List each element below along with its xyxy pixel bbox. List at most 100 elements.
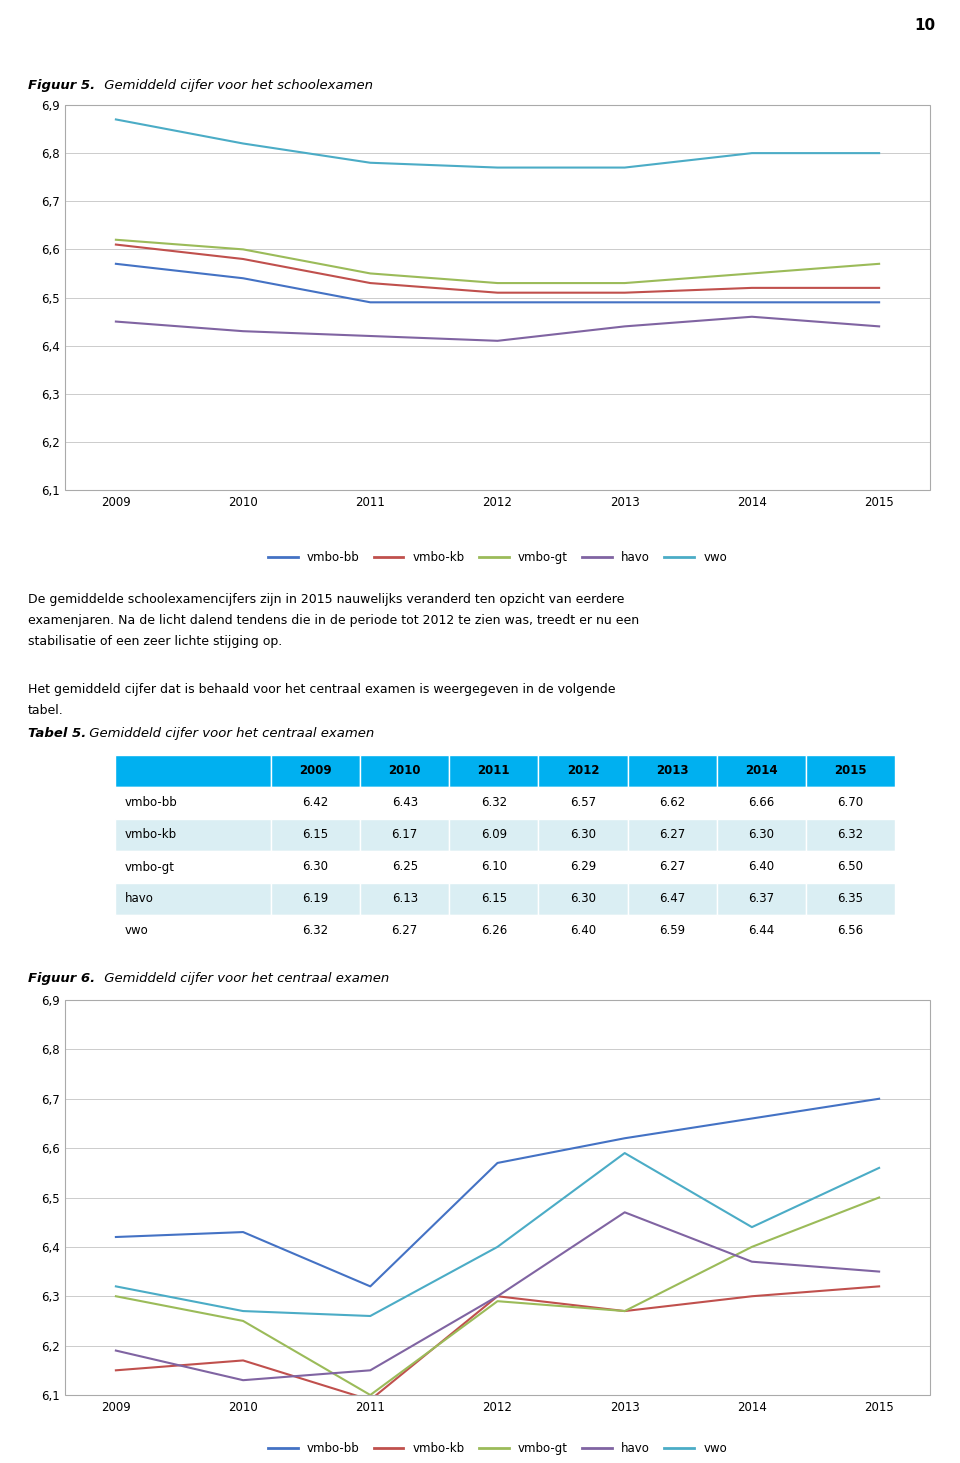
Bar — [628, 914, 717, 947]
Legend: vmbo-bb, vmbo-kb, vmbo-gt, havo, vwo: vmbo-bb, vmbo-kb, vmbo-gt, havo, vwo — [263, 1438, 732, 1460]
Bar — [717, 819, 805, 851]
Bar — [805, 884, 895, 914]
Text: 10: 10 — [914, 18, 935, 34]
Text: 6.57: 6.57 — [570, 796, 596, 809]
Text: havo: havo — [125, 892, 154, 906]
Bar — [539, 755, 628, 787]
Text: 6.32: 6.32 — [837, 828, 863, 841]
Text: Het gemiddeld cijfer dat is behaald voor het centraal examen is weergegeven in d: Het gemiddeld cijfer dat is behaald voor… — [28, 683, 615, 696]
Text: 6.25: 6.25 — [392, 860, 418, 873]
Text: 6.70: 6.70 — [837, 796, 863, 809]
Bar — [271, 787, 360, 819]
Bar — [449, 787, 539, 819]
Text: 6.26: 6.26 — [481, 925, 507, 938]
Bar — [360, 851, 449, 884]
Bar — [539, 819, 628, 851]
Bar — [628, 755, 717, 787]
Bar — [449, 819, 539, 851]
Text: Tabel 5.: Tabel 5. — [28, 727, 86, 740]
Bar — [717, 914, 805, 947]
Text: 6.13: 6.13 — [392, 892, 418, 906]
Bar — [628, 851, 717, 884]
Text: 6.44: 6.44 — [748, 925, 775, 938]
Bar — [115, 755, 271, 787]
Text: 6.32: 6.32 — [481, 796, 507, 809]
Text: 6.40: 6.40 — [570, 925, 596, 938]
Text: 6.32: 6.32 — [302, 925, 328, 938]
Bar — [360, 755, 449, 787]
Text: 6.47: 6.47 — [659, 892, 685, 906]
Bar — [115, 851, 271, 884]
Text: vmbo-bb: vmbo-bb — [125, 796, 178, 809]
Text: 6.30: 6.30 — [570, 828, 596, 841]
Bar — [717, 884, 805, 914]
Bar — [805, 851, 895, 884]
Text: 6.27: 6.27 — [659, 828, 685, 841]
Bar — [115, 819, 271, 851]
Text: 6.29: 6.29 — [570, 860, 596, 873]
Bar — [805, 819, 895, 851]
Text: Gemiddeld cijfer voor het centraal examen: Gemiddeld cijfer voor het centraal exame… — [100, 971, 389, 985]
Text: 6.40: 6.40 — [748, 860, 775, 873]
Text: 6.37: 6.37 — [748, 892, 775, 906]
Text: 6.15: 6.15 — [302, 828, 328, 841]
Text: vmbo-kb: vmbo-kb — [125, 828, 177, 841]
Bar — [271, 914, 360, 947]
Text: De gemiddelde schoolexamencijfers zijn in 2015 nauwelijks veranderd ten opzicht : De gemiddelde schoolexamencijfers zijn i… — [28, 593, 624, 606]
Text: 6.66: 6.66 — [748, 796, 775, 809]
Bar — [628, 819, 717, 851]
Bar — [628, 787, 717, 819]
Text: 2010: 2010 — [389, 765, 421, 777]
Text: 2012: 2012 — [566, 765, 599, 777]
Text: 6.50: 6.50 — [837, 860, 863, 873]
Text: 6.17: 6.17 — [392, 828, 418, 841]
Text: Gemiddeld cijfer voor het centraal examen: Gemiddeld cijfer voor het centraal exame… — [84, 727, 373, 740]
Text: stabilisatie of een zeer lichte stijging op.: stabilisatie of een zeer lichte stijging… — [28, 635, 282, 648]
Bar — [115, 787, 271, 819]
Text: Gemiddeld cijfer voor het schoolexamen: Gemiddeld cijfer voor het schoolexamen — [100, 79, 373, 92]
Text: vwo: vwo — [125, 925, 149, 938]
Text: Figuur 6.: Figuur 6. — [28, 971, 95, 985]
Text: 6.42: 6.42 — [302, 796, 328, 809]
Text: 2009: 2009 — [300, 765, 332, 777]
Text: Figuur 5.: Figuur 5. — [28, 79, 95, 92]
Text: 6.19: 6.19 — [302, 892, 328, 906]
Bar — [539, 787, 628, 819]
Text: tabel.: tabel. — [28, 704, 63, 717]
Bar — [539, 884, 628, 914]
Bar — [360, 884, 449, 914]
Text: 6.10: 6.10 — [481, 860, 507, 873]
Bar — [271, 819, 360, 851]
Text: 6.59: 6.59 — [660, 925, 685, 938]
Bar — [805, 787, 895, 819]
Bar — [805, 914, 895, 947]
Text: 2015: 2015 — [834, 765, 867, 777]
Bar — [449, 851, 539, 884]
Bar — [449, 884, 539, 914]
Bar — [271, 884, 360, 914]
Text: 2014: 2014 — [745, 765, 778, 777]
Text: 6.62: 6.62 — [659, 796, 685, 809]
Bar — [717, 755, 805, 787]
Text: 6.15: 6.15 — [481, 892, 507, 906]
Text: 2011: 2011 — [478, 765, 510, 777]
Text: 6.35: 6.35 — [837, 892, 863, 906]
Bar — [115, 914, 271, 947]
Bar — [717, 787, 805, 819]
Bar — [360, 819, 449, 851]
Text: 6.56: 6.56 — [837, 925, 863, 938]
Text: 6.27: 6.27 — [659, 860, 685, 873]
Text: 6.30: 6.30 — [302, 860, 328, 873]
Bar — [628, 884, 717, 914]
Text: 6.09: 6.09 — [481, 828, 507, 841]
Bar — [449, 755, 539, 787]
Bar — [271, 851, 360, 884]
Bar — [271, 755, 360, 787]
Bar — [539, 851, 628, 884]
Text: 6.27: 6.27 — [392, 925, 418, 938]
Bar — [717, 851, 805, 884]
Bar — [360, 914, 449, 947]
Bar — [449, 914, 539, 947]
Bar — [115, 884, 271, 914]
Legend: vmbo-bb, vmbo-kb, vmbo-gt, havo, vwo: vmbo-bb, vmbo-kb, vmbo-gt, havo, vwo — [263, 546, 732, 569]
